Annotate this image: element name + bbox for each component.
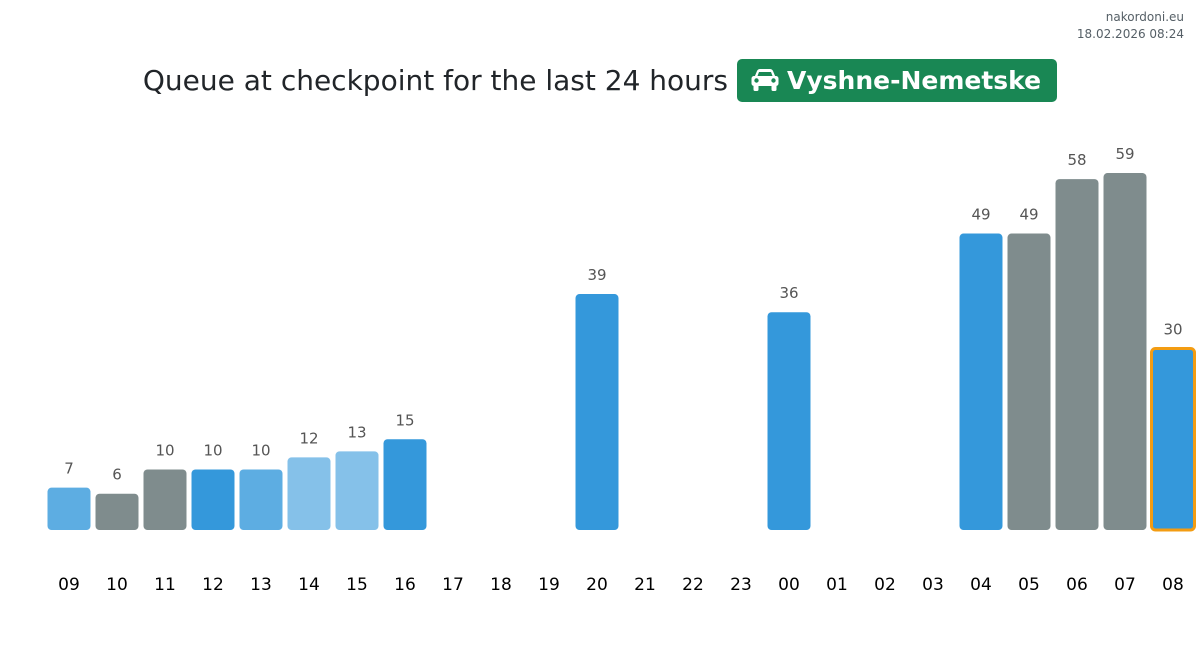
value-label-07: 59	[1115, 145, 1134, 163]
hour-label-13: 13	[250, 575, 272, 595]
hour-label-02: 02	[874, 575, 896, 595]
hour-label-16: 16	[394, 575, 416, 595]
hour-label-15: 15	[346, 575, 368, 595]
value-label-08: 30	[1163, 321, 1182, 339]
bar-07[interactable]	[1103, 173, 1147, 531]
hour-label-22: 22	[682, 575, 704, 595]
value-label-05: 49	[1019, 206, 1038, 224]
value-label-16: 15	[395, 411, 414, 429]
timestamp: 18.02.2026 08:24	[1076, 27, 1184, 41]
hour-label-21: 21	[634, 575, 656, 595]
bar-08[interactable]	[1150, 347, 1196, 532]
bar-12[interactable]	[191, 469, 235, 531]
hour-label-12: 12	[202, 575, 224, 595]
bar-05[interactable]	[1007, 233, 1051, 531]
checkpoint-badge: Vyshne-Nemetske	[737, 58, 1058, 102]
value-label-06: 58	[1067, 151, 1086, 169]
hour-label-18: 18	[490, 575, 512, 595]
bar-09[interactable]	[47, 487, 91, 530]
chart-title: Queue at checkpoint for the last 24 hour…	[142, 63, 729, 97]
hour-label-05: 05	[1018, 575, 1040, 595]
chart-header: Queue at checkpoint for the last 24 hour…	[0, 58, 1200, 102]
car-icon	[751, 69, 779, 91]
bar-00[interactable]	[767, 312, 811, 530]
hour-label-11: 11	[154, 575, 176, 595]
value-label-13: 10	[251, 442, 270, 460]
value-label-20: 39	[587, 266, 606, 284]
value-label-00: 36	[779, 284, 798, 302]
hour-label-14: 14	[298, 575, 320, 595]
hour-label-03: 03	[922, 575, 944, 595]
bar-13[interactable]	[239, 469, 283, 531]
hour-label-10: 10	[106, 575, 128, 595]
bar-04[interactable]	[959, 233, 1003, 531]
value-label-12: 10	[203, 442, 222, 460]
hour-label-00: 00	[778, 575, 800, 595]
watermark: nakordoni.eu 18.02.2026 08:24	[1077, 9, 1184, 43]
bar-15[interactable]	[335, 451, 379, 530]
value-label-09: 7	[64, 460, 74, 478]
hour-label-07: 07	[1114, 575, 1136, 595]
value-label-15: 13	[347, 423, 366, 441]
value-label-10: 6	[112, 466, 122, 484]
hour-label-09: 09	[58, 575, 80, 595]
bar-11[interactable]	[143, 469, 187, 531]
hour-label-04: 04	[970, 575, 992, 595]
bar-20[interactable]	[575, 294, 619, 530]
value-label-04: 49	[971, 206, 990, 224]
hour-label-20: 20	[586, 575, 608, 595]
bar-06[interactable]	[1055, 179, 1099, 530]
checkpoint-name: Vyshne-Nemetske	[787, 65, 1042, 95]
bar-10[interactable]	[95, 493, 139, 530]
value-label-11: 10	[155, 442, 174, 460]
site-name: nakordoni.eu	[1105, 10, 1184, 24]
hour-label-23: 23	[730, 575, 752, 595]
bar-14[interactable]	[287, 457, 331, 530]
hour-label-17: 17	[442, 575, 464, 595]
hour-label-06: 06	[1066, 575, 1088, 595]
hour-label-01: 01	[826, 575, 848, 595]
bar-16[interactable]	[383, 439, 427, 530]
hour-label-19: 19	[538, 575, 560, 595]
value-label-14: 12	[299, 429, 318, 447]
hour-label-08: 08	[1162, 575, 1184, 595]
